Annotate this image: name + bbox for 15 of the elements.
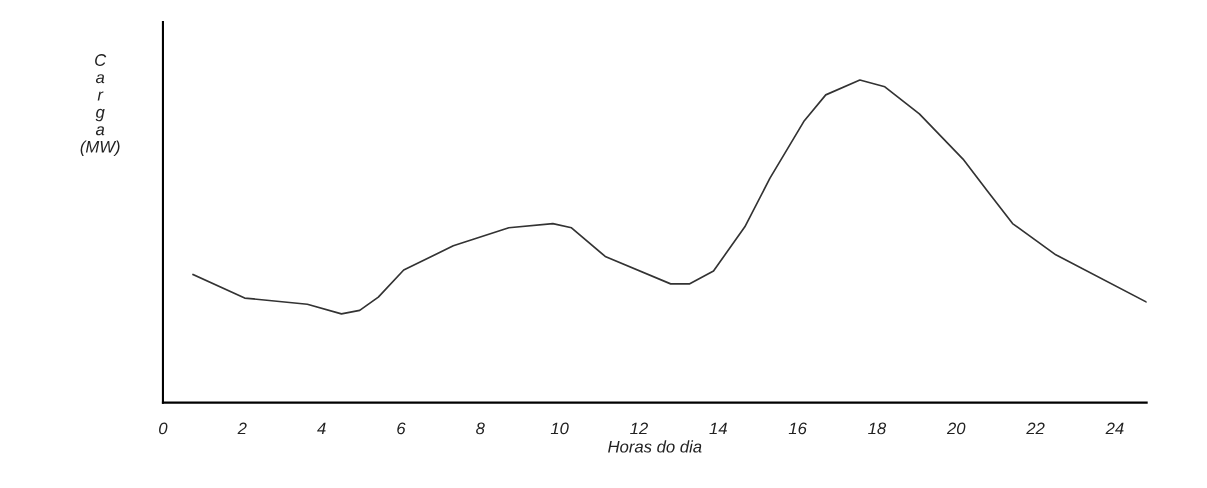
x-tick-label: 0 xyxy=(159,422,168,435)
x-tick-label: 24 xyxy=(1105,422,1124,435)
y-axis-title: Carga (MW) xyxy=(80,54,120,156)
x-axis-title: Horas do dia xyxy=(608,440,702,453)
x-tick-label: 18 xyxy=(868,422,887,435)
x-tick-label: 14 xyxy=(709,422,727,435)
x-tick-label: 4 xyxy=(317,422,326,435)
x-tick-label: 20 xyxy=(946,422,966,435)
x-tick-label: 8 xyxy=(476,422,485,435)
x-tick-label: 6 xyxy=(397,422,406,435)
x-tick-label: 16 xyxy=(788,422,807,435)
x-tick-label: 2 xyxy=(237,422,247,435)
x-tick-label: 10 xyxy=(550,422,569,435)
x-tick-label: 22 xyxy=(1026,422,1045,435)
x-tick-label: 12 xyxy=(630,422,648,435)
